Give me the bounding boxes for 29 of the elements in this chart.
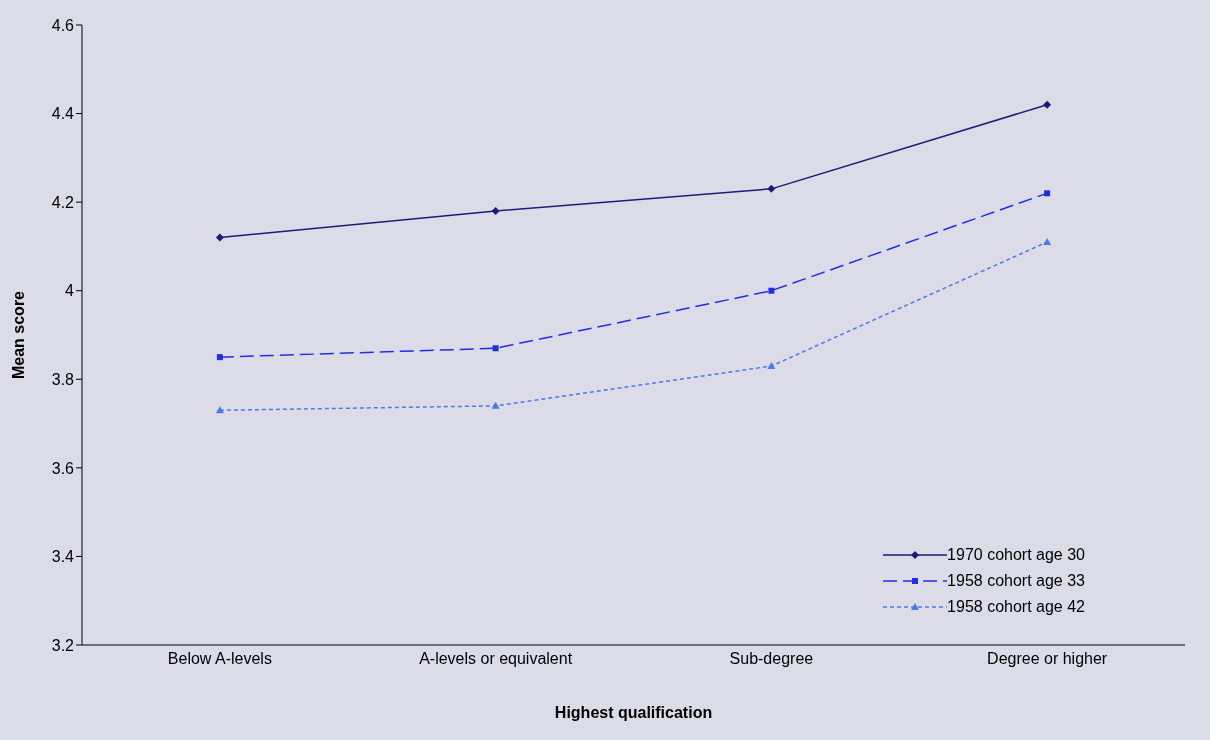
y-tick-label: 4.4 bbox=[51, 105, 75, 123]
point bbox=[767, 362, 776, 369]
point bbox=[215, 233, 224, 242]
x-axis-title: Highest qualification bbox=[554, 704, 713, 721]
y-tick-label: 3.8 bbox=[51, 370, 75, 388]
y-tick-label: 4.2 bbox=[51, 193, 75, 211]
legend-label: 1958 cohort age 33 bbox=[947, 572, 1085, 590]
point bbox=[491, 401, 500, 409]
y-tick-label: 3.2 bbox=[51, 636, 75, 654]
x-tick-label: Degree or higher bbox=[987, 650, 1108, 668]
point bbox=[1044, 190, 1051, 197]
point bbox=[768, 287, 775, 294]
y-tick-label: 4 bbox=[65, 282, 75, 300]
x-tick-label: Below A-levels bbox=[167, 650, 272, 668]
point bbox=[1043, 100, 1052, 109]
point bbox=[491, 207, 500, 215]
point bbox=[215, 406, 224, 414]
x-tick-label: A-levels or equivalent bbox=[419, 650, 573, 668]
y-tick-label: 3.4 bbox=[51, 548, 75, 566]
y-axis-title: Mean score bbox=[9, 290, 27, 380]
point bbox=[216, 354, 223, 361]
point bbox=[492, 345, 499, 352]
x-tick-label: Sub-degree bbox=[729, 650, 814, 668]
legend-label: 1958 cohort age 42 bbox=[947, 598, 1085, 616]
point bbox=[767, 184, 776, 193]
legend-label: 1970 cohort age 30 bbox=[947, 546, 1085, 564]
point bbox=[1043, 238, 1052, 245]
y-tick-label: 3.6 bbox=[51, 459, 75, 477]
y-tick-label: 4.6 bbox=[51, 16, 75, 34]
